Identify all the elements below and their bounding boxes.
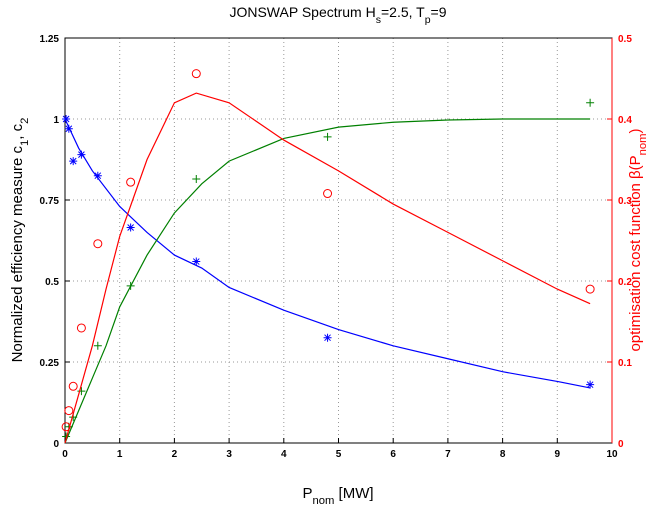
- marker: [323, 189, 333, 199]
- label-part: JONSWAP Spectrum H: [229, 4, 375, 20]
- y-tick-label: 1.25: [40, 34, 60, 45]
- marker: [323, 333, 332, 342]
- marker: [586, 380, 595, 389]
- series-line: [64, 92, 591, 444]
- marker: [585, 284, 595, 294]
- label-part: ): [627, 128, 644, 133]
- label-part: s: [376, 14, 381, 26]
- y2-axis-label: optimisation cost function β(Pnom): [627, 128, 649, 351]
- marker: [69, 157, 78, 166]
- chart-title: JONSWAP Spectrum Hs=2.5, Tp=9: [229, 4, 446, 26]
- y-tick-label: 0.75: [40, 196, 60, 207]
- marker: [64, 406, 74, 416]
- x-tick-label: 5: [336, 449, 342, 460]
- marker: [93, 341, 102, 350]
- label-part: optimisation cost function β(P: [627, 155, 644, 351]
- marker: [323, 132, 332, 141]
- x-axis-label: Pnom [MW]: [302, 485, 373, 507]
- marker: [77, 387, 86, 396]
- y-tick-label: 1: [53, 115, 59, 126]
- label-part: nom: [637, 133, 649, 155]
- marker: [191, 69, 201, 79]
- y2-tick-label: 0: [618, 439, 624, 450]
- x-tick-label: 10: [606, 449, 618, 460]
- x-tick-label: 2: [172, 449, 178, 460]
- x-tick-label: 8: [500, 449, 506, 460]
- marker: [68, 381, 78, 391]
- label-part: p: [425, 14, 431, 26]
- marker: [64, 124, 73, 133]
- marker: [192, 174, 201, 183]
- marker: [61, 422, 71, 432]
- x-tick-label: 6: [390, 449, 396, 460]
- marker: [126, 177, 136, 187]
- y-axis-label: Normalized efficiency measure c1, c2: [9, 118, 31, 363]
- y-tick-label: 0: [53, 439, 59, 450]
- x-tick-label: 3: [226, 449, 232, 460]
- x-tick-label: 9: [555, 449, 561, 460]
- label-part: P: [302, 485, 312, 502]
- label-part: nom: [312, 495, 334, 507]
- label-part: Normalized efficiency measure c: [9, 145, 26, 362]
- label-part: 2: [19, 118, 31, 124]
- x-tick-label: 0: [62, 449, 68, 460]
- y-tick-label: 0.25: [40, 358, 60, 369]
- y2-tick-label: 0.5: [618, 34, 632, 45]
- label-part: =9: [431, 4, 447, 20]
- label-part: =2.5, T: [381, 4, 425, 20]
- marker: [126, 281, 135, 290]
- label-part: 1: [19, 140, 31, 146]
- y2-tick-label: 0.1: [618, 358, 632, 369]
- marker: [126, 223, 135, 232]
- marker: [76, 323, 86, 333]
- marker: [62, 115, 71, 123]
- y2-tick-label: 0.4: [618, 115, 632, 126]
- x-tick-label: 7: [445, 449, 451, 460]
- series-line: [64, 118, 591, 444]
- marker: [192, 257, 201, 266]
- marker: [93, 171, 102, 180]
- y-tick-label: 0.5: [45, 277, 59, 288]
- marker: [586, 98, 595, 107]
- series-line: [64, 118, 591, 389]
- y2-tick-label: 0.2: [618, 277, 632, 288]
- label-part: [MW]: [334, 485, 373, 502]
- x-tick-label: 4: [281, 449, 287, 460]
- marker: [77, 150, 86, 159]
- label-part: , c: [9, 123, 26, 139]
- marker: [93, 239, 103, 249]
- y2-tick-label: 0.3: [618, 196, 632, 207]
- x-tick-label: 1: [117, 449, 123, 460]
